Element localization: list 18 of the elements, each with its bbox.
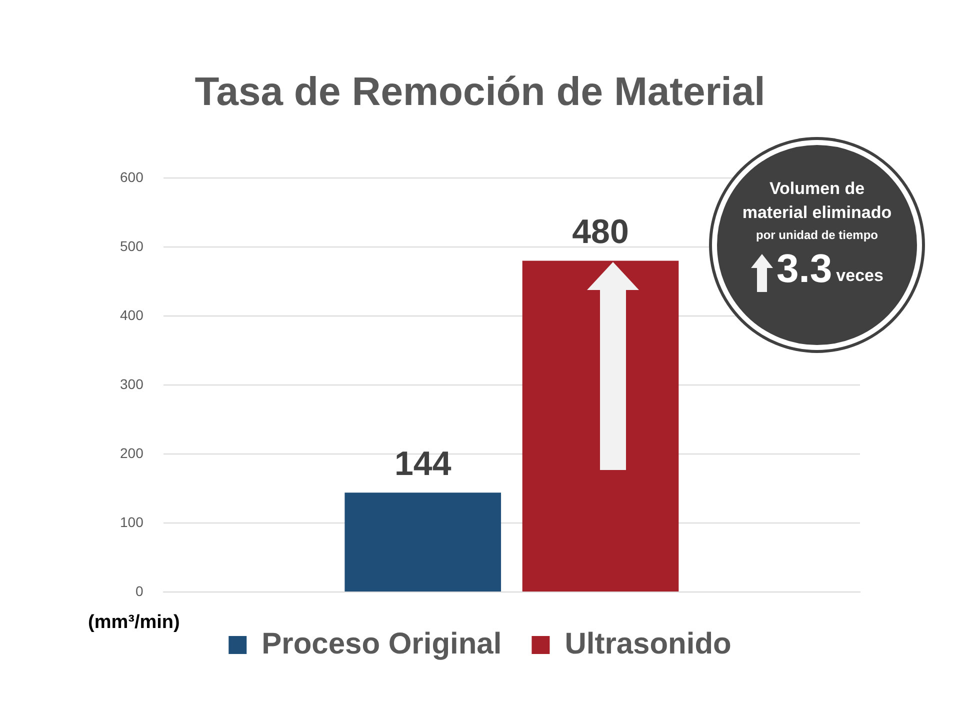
annotation: por unidad de tiempo xyxy=(755,227,879,244)
y-tick-label: 100 xyxy=(120,514,144,530)
chart-title: Tasa de Remoción de Material xyxy=(194,70,766,114)
data-label: 480 xyxy=(572,213,629,252)
annotation: Volumen de xyxy=(768,178,866,200)
annotation: veces xyxy=(836,266,884,286)
annotation: 3.3 xyxy=(776,247,832,292)
y-tick-label: 600 xyxy=(120,168,144,185)
y-tick-label: 200 xyxy=(120,444,144,461)
annotation: material eliminado xyxy=(741,202,893,224)
y-axis-title: (mm³/min) xyxy=(88,612,180,634)
legend-label: Ultrasonido xyxy=(564,627,732,660)
y-tick-label: 500 xyxy=(120,238,144,254)
data-label: 144 xyxy=(394,445,452,484)
y-tick-label: 300 xyxy=(120,376,144,392)
y-tick-label: 0 xyxy=(136,582,144,599)
y-tick-label: 400 xyxy=(120,306,144,323)
legend-label: Proceso Original xyxy=(262,627,502,660)
